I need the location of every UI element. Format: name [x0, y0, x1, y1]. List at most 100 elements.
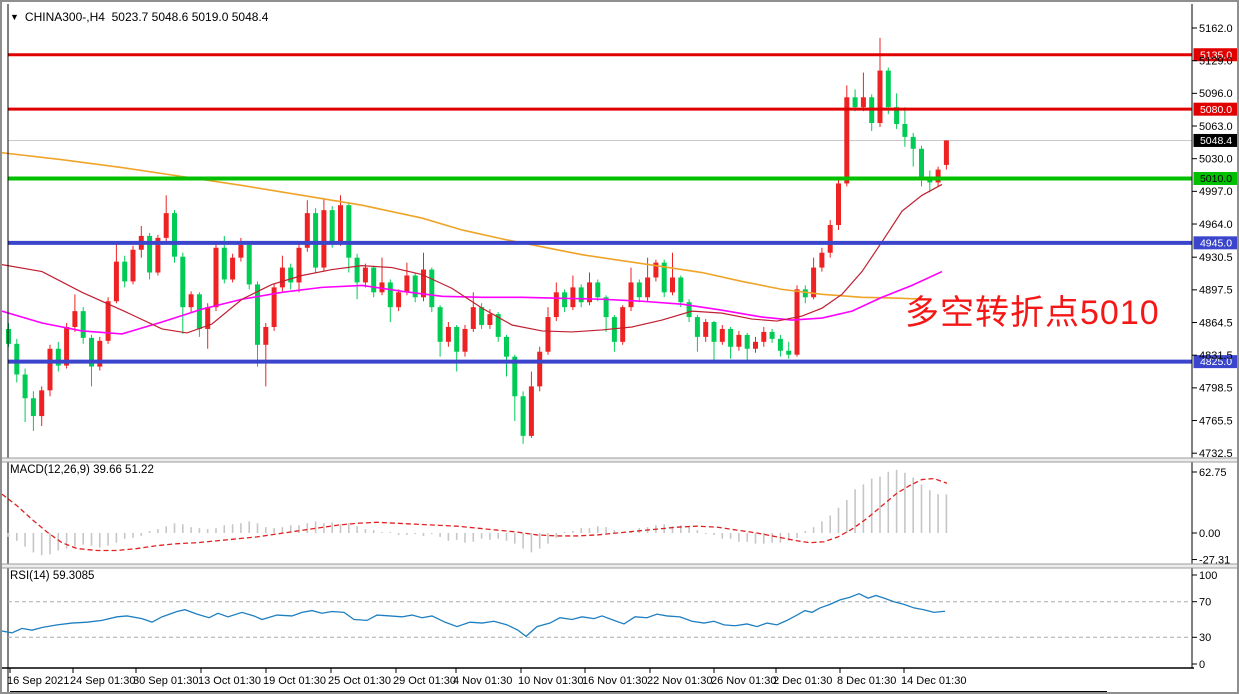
- date-axis-label: 19 Oct 01:30: [263, 675, 326, 687]
- candle-body: [537, 351, 543, 387]
- candle-body: [769, 331, 775, 339]
- candle-body: [719, 328, 725, 342]
- candle-body: [304, 213, 310, 248]
- candle-body: [97, 340, 103, 367]
- price-axis-label: 5030.0: [1199, 153, 1233, 165]
- candle-body: [362, 267, 368, 283]
- candle-body: [404, 275, 410, 293]
- date-axis-label: 26 Nov 01:30: [711, 675, 776, 687]
- candle-body: [479, 307, 485, 325]
- price-level-badge-text: 5080.0: [1200, 104, 1232, 116]
- date-axis-label: 16 Nov 01:30: [582, 675, 647, 687]
- candle-body: [371, 267, 377, 293]
- candle-body: [636, 282, 642, 298]
- candle-body: [271, 287, 277, 327]
- candle-body: [14, 343, 20, 375]
- candle-body: [213, 247, 219, 308]
- candle-body: [412, 275, 418, 298]
- candle-body: [777, 338, 783, 351]
- candle-body: [122, 261, 128, 282]
- rsi-axis-label: 70: [1199, 597, 1211, 609]
- candle-body: [877, 70, 883, 124]
- rsi-axis-label: 100: [1199, 570, 1217, 582]
- price-level-badge-text: 4945.0: [1200, 237, 1232, 249]
- price-axis-label: 5063.0: [1199, 121, 1233, 133]
- candle-body: [487, 314, 493, 325]
- rsi-indicator-label: RSI(14) 59.3085: [10, 570, 95, 582]
- candle-body: [321, 210, 327, 268]
- pane-divider[interactable]: [2, 458, 1239, 462]
- candle-body: [105, 301, 111, 341]
- candle-body: [578, 287, 584, 303]
- current-price-badge-text: 5048.4: [1200, 135, 1232, 147]
- date-axis-label: 24 Sep 01:30: [70, 675, 135, 687]
- candle-body: [645, 277, 651, 298]
- candle-body: [421, 269, 426, 298]
- candle-body: [22, 374, 28, 399]
- candle-body: [844, 97, 850, 184]
- candle-body: [205, 307, 211, 329]
- candle-body: [188, 294, 194, 308]
- candle-body: [620, 307, 626, 342]
- candle-body: [346, 205, 352, 258]
- collapse-legend-icon[interactable]: ▼: [10, 12, 19, 22]
- candle-body: [528, 386, 534, 436]
- date-axis-label: 30 Sep 01:30: [133, 675, 198, 687]
- candle-body: [744, 334, 750, 349]
- candle-body: [30, 398, 36, 417]
- candle-body: [462, 328, 468, 352]
- candle-body: [736, 334, 742, 347]
- price-level-badge: [1193, 48, 1237, 62]
- date-axis-label: 16 Sep 2021: [7, 675, 69, 687]
- trend-annotation-text[interactable]: 多空转折点5010: [905, 294, 1160, 332]
- price-axis-label: 4964.0: [1199, 219, 1233, 231]
- candle-body: [678, 277, 684, 303]
- candle-body: [885, 70, 891, 108]
- candle-body: [753, 341, 758, 349]
- candle-body: [686, 302, 692, 318]
- rsi-axis-label: 0: [1199, 659, 1205, 671]
- candle-body: [89, 337, 94, 367]
- candle-body: [238, 244, 244, 258]
- rsi-line: [2, 592, 946, 638]
- candle-body: [196, 294, 202, 329]
- price-level-badge: [1193, 236, 1237, 250]
- candle-body: [711, 322, 717, 342]
- candle-body: [163, 213, 169, 238]
- candle-body: [288, 267, 294, 283]
- candle-body: [354, 257, 360, 283]
- candle-body: [313, 213, 319, 268]
- candle-body: [279, 267, 285, 288]
- candle-body: [943, 140, 949, 165]
- price-level-badge-text: 4825.0: [1200, 356, 1232, 368]
- price-axis-label: 5129.0: [1199, 55, 1233, 67]
- candle-body: [611, 317, 617, 342]
- price-level-badge-text: 5010.0: [1200, 173, 1232, 185]
- pane-divider[interactable]: [2, 564, 1239, 568]
- price-axis-label: 4765.5: [1199, 415, 1233, 427]
- candle-body: [221, 247, 227, 280]
- candle-body: [802, 289, 808, 298]
- candle-body: [396, 292, 402, 308]
- candle-body: [545, 317, 551, 352]
- symbol-ohlc-label: CHINA300-,H4 5023.7 5048.6 5019.0 5048.4: [24, 10, 269, 24]
- current-price-badge: [1193, 133, 1237, 147]
- ma-mid-magenta: [2, 270, 943, 335]
- candle-body: [670, 277, 675, 293]
- date-axis-label: 4 Nov 01:30: [453, 675, 512, 687]
- candle-body: [172, 213, 177, 257]
- candle-body: [445, 326, 451, 342]
- price-axis-label: 4864.5: [1199, 317, 1233, 329]
- price-axis-label: 4997.0: [1199, 186, 1233, 198]
- candle-body: [562, 292, 568, 308]
- price-level-badge: [1193, 355, 1237, 369]
- candle-body: [338, 205, 343, 243]
- candle-body: [147, 235, 153, 273]
- candle-body: [819, 252, 825, 268]
- candle-body: [860, 97, 866, 108]
- candle-body: [570, 287, 576, 308]
- price-axis-label: 4732.5: [1199, 448, 1233, 460]
- candle-body: [603, 297, 609, 318]
- candle-body: [728, 328, 734, 347]
